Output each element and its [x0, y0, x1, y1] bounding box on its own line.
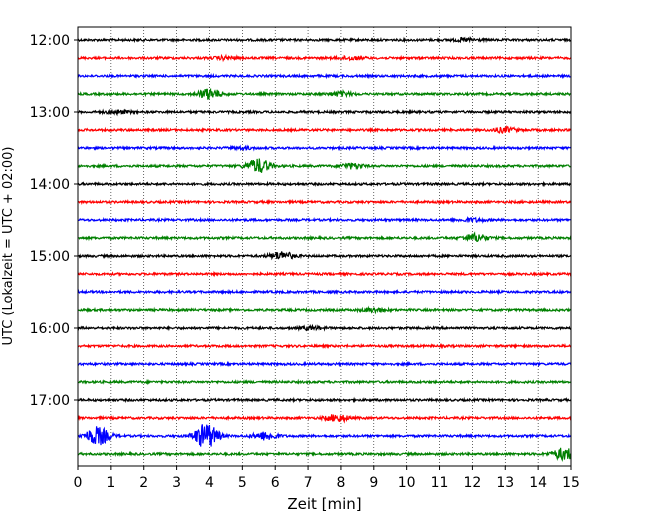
y-tick-label: 16:00 [30, 321, 70, 337]
trace-1615 [77, 342, 572, 350]
x-tick-label: 14 [529, 475, 547, 491]
trace-1700 [77, 396, 572, 404]
trace-1600 [77, 323, 572, 332]
trace-1545 [77, 305, 572, 315]
x-tick-label: 11 [431, 475, 449, 491]
y-tick-label: 12:00 [30, 33, 70, 49]
trace-1245 [77, 87, 572, 100]
x-tick-label: 4 [205, 475, 214, 491]
y-ticks: 12:00 13:00 14:00 15:00 16:00 17:00 [30, 33, 78, 409]
grid-lines [110, 27, 539, 466]
trace-1300 [77, 108, 572, 117]
trace-1515 [77, 270, 572, 278]
trace-1330 [77, 144, 572, 152]
trace-1745 [77, 447, 572, 463]
x-tick-label: 13 [496, 475, 514, 491]
trace-1500 [77, 251, 572, 261]
y-tick-label: 15:00 [30, 249, 70, 265]
trace-1230 [77, 72, 572, 80]
x-tick-label: 15 [562, 475, 580, 491]
x-tick-label: 2 [139, 475, 148, 491]
x-tick-label: 12 [463, 475, 481, 491]
x-tick-label: 9 [369, 475, 378, 491]
trace-1430 [77, 215, 572, 224]
trace-1200 [77, 35, 572, 44]
x-tick-label: 7 [304, 475, 313, 491]
x-tick-label: 1 [106, 475, 115, 491]
x-axis-title: Zeit [min] [287, 495, 361, 513]
x-tick-label: 5 [238, 475, 247, 491]
trace-1630 [77, 360, 572, 368]
x-tick-label: 3 [172, 475, 181, 491]
trace-1645 [77, 378, 572, 386]
x-tick-label: 10 [398, 475, 416, 491]
y-tick-label: 17:00 [30, 393, 70, 409]
x-tick-label: 8 [336, 475, 345, 491]
traces [77, 35, 572, 463]
trace-1345 [77, 158, 572, 173]
y-tick-label: 14:00 [30, 177, 70, 193]
x-ticks: 0 1 2 3 4 5 6 7 8 9 10 11 12 13 14 15 [74, 466, 580, 491]
trace-1730 [77, 424, 572, 447]
trace-1530 [77, 288, 572, 296]
plot-frame [77, 26, 572, 467]
y-tick-label: 13:00 [30, 105, 70, 121]
trace-1415 [77, 198, 572, 206]
trace-1445 [77, 231, 572, 243]
x-tick-label: 0 [74, 475, 83, 491]
trace-1400 [77, 180, 572, 188]
trace-1315 [77, 125, 572, 135]
y-axis-title: UTC (Lokalzeit = UTC + 02:00) [1, 147, 16, 346]
x-tick-label: 6 [271, 475, 280, 491]
trace-1215 [77, 53, 572, 63]
trace-1715 [77, 414, 572, 424]
